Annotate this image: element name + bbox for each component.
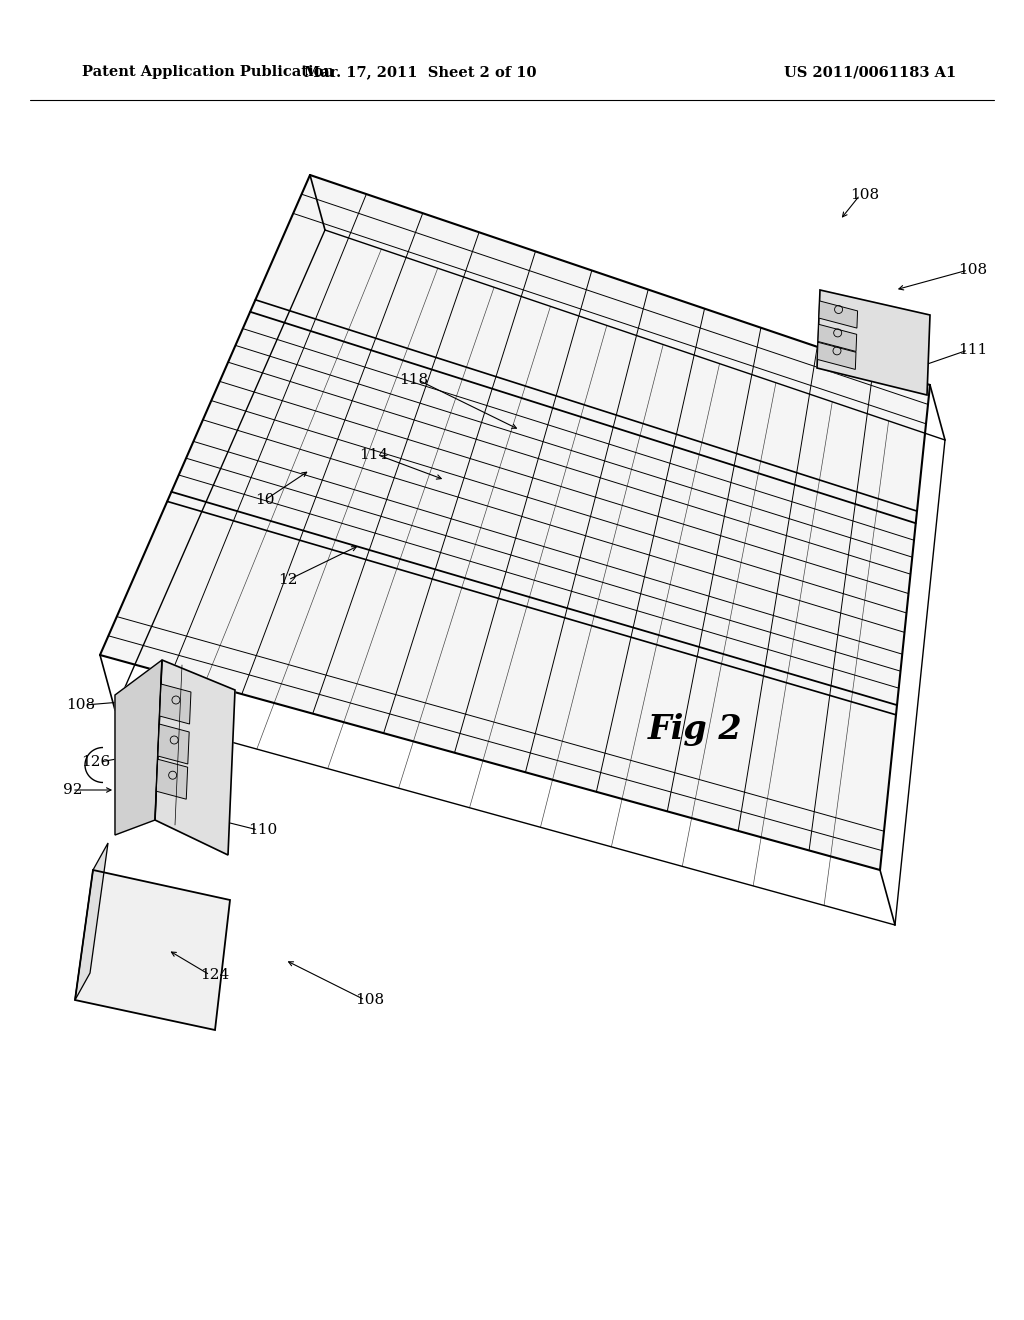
- Text: 108: 108: [66, 698, 95, 711]
- Text: 108: 108: [958, 263, 987, 277]
- Polygon shape: [115, 660, 162, 836]
- Text: 108: 108: [850, 187, 880, 202]
- Text: Mar. 17, 2011  Sheet 2 of 10: Mar. 17, 2011 Sheet 2 of 10: [304, 65, 537, 79]
- Polygon shape: [160, 684, 190, 723]
- Text: Patent Application Publication: Patent Application Publication: [82, 65, 334, 79]
- Text: 111: 111: [159, 729, 188, 742]
- Polygon shape: [817, 290, 930, 395]
- Polygon shape: [75, 843, 108, 1001]
- Text: 108: 108: [355, 993, 384, 1007]
- Polygon shape: [817, 342, 856, 370]
- Text: 110: 110: [248, 822, 278, 837]
- Polygon shape: [75, 870, 230, 1030]
- Text: 12: 12: [279, 573, 298, 587]
- Text: 126: 126: [81, 755, 110, 770]
- Text: 92: 92: [62, 783, 82, 797]
- Polygon shape: [818, 325, 857, 351]
- Text: 114: 114: [358, 447, 388, 462]
- Polygon shape: [100, 176, 930, 870]
- Text: US 2011/0061183 A1: US 2011/0061183 A1: [784, 65, 956, 79]
- Polygon shape: [157, 759, 187, 799]
- Polygon shape: [155, 660, 234, 855]
- Text: Fig 2: Fig 2: [648, 714, 742, 747]
- Polygon shape: [819, 301, 857, 329]
- Text: 10: 10: [256, 492, 275, 507]
- Polygon shape: [158, 723, 189, 764]
- Text: 118: 118: [399, 374, 428, 387]
- Text: 111: 111: [958, 343, 987, 356]
- Text: 124: 124: [200, 968, 229, 982]
